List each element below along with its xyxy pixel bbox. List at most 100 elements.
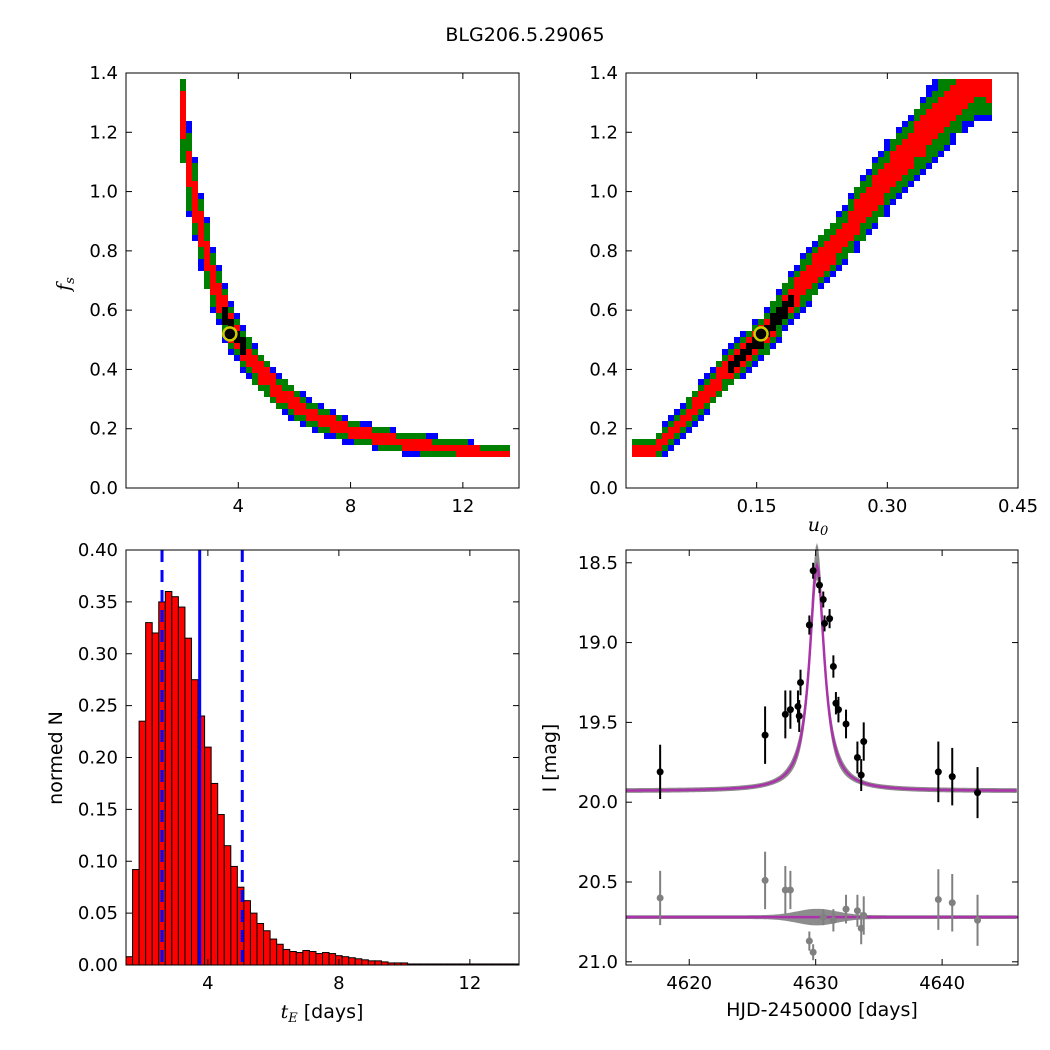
p2-cell: [848, 205, 854, 211]
p2-cell: [926, 103, 932, 109]
p1-cell: [234, 343, 240, 349]
p2-cell: [722, 355, 728, 361]
p1-cell: [252, 373, 258, 379]
p2-cell: [776, 325, 782, 331]
p1-cell: [480, 451, 486, 457]
p1-cell: [366, 439, 372, 445]
p2-cell: [818, 235, 824, 241]
p2-cell: [986, 85, 992, 91]
p1-cell: [258, 367, 264, 373]
p2-cell: [806, 283, 812, 289]
p2-cell: [962, 121, 968, 127]
p2-cell: [920, 133, 926, 139]
p1-cell: [438, 451, 444, 457]
p1-cell: [198, 193, 204, 199]
residual-point: [761, 876, 769, 884]
p2-cell: [896, 175, 902, 181]
p1-cell: [282, 409, 288, 415]
p1-cell: [264, 391, 270, 397]
p1-cell: [450, 445, 456, 451]
p2-cell: [656, 445, 662, 451]
p2-cell: [854, 223, 860, 229]
p2-cell: [686, 421, 692, 427]
data-point: [761, 731, 769, 739]
p1-cell: [216, 307, 222, 313]
p2-cell: [854, 241, 860, 247]
histogram-bar: [374, 960, 382, 966]
p2-cell: [632, 445, 638, 451]
p1-y-tick-label: 1.4: [89, 63, 118, 84]
p2-cell: [860, 193, 866, 199]
p2-cell: [854, 193, 860, 199]
p4-x-tick-label: 4630: [793, 973, 839, 994]
p1-cell: [492, 451, 498, 457]
p2-cell: [848, 247, 854, 253]
p1-cell: [360, 439, 366, 445]
p2-cell: [902, 139, 908, 145]
p2-cell: [866, 205, 872, 211]
p1-cell: [360, 433, 366, 439]
histogram-bar: [295, 952, 304, 966]
histogram-bar: [230, 865, 238, 966]
p1-cell: [210, 271, 216, 277]
p1-cell: [186, 139, 192, 145]
p2-cell: [824, 235, 830, 241]
p1-y-tick-label: 1.0: [89, 182, 118, 203]
p2-cell: [974, 109, 980, 115]
p2-cell: [866, 199, 872, 205]
p2-cell: [716, 385, 722, 391]
p2-cell: [884, 139, 890, 145]
data-point: [948, 773, 956, 781]
p2-cell: [884, 169, 890, 175]
p2-cell: [890, 199, 896, 205]
p2-cell: [818, 277, 824, 283]
p1-cell: [234, 349, 240, 355]
p1-cell: [252, 349, 258, 355]
p2-cell: [710, 367, 716, 373]
p1-cell: [186, 127, 192, 133]
p2-cell: [926, 97, 932, 103]
p2-cell: [962, 85, 968, 91]
p2-cell: [722, 373, 728, 379]
p2-cell: [752, 337, 758, 343]
p2-cell: [734, 349, 740, 355]
p2-cell: [806, 277, 812, 283]
p1-cell: [204, 235, 210, 241]
p2-cell: [824, 229, 830, 235]
p2-cell: [968, 91, 974, 97]
p2-cell: [986, 103, 992, 109]
p1-cell: [312, 421, 318, 427]
p1-cell: [276, 397, 282, 403]
p2-cell: [986, 91, 992, 97]
p2-cell: [686, 397, 692, 403]
p1-cell: [372, 445, 378, 451]
p2-cell: [740, 337, 746, 343]
histogram-bar: [204, 746, 212, 966]
p1-cell: [222, 307, 228, 313]
p1-cell: [252, 379, 258, 385]
p2-cell: [746, 343, 752, 349]
p2-cell: [950, 91, 956, 97]
p2-cell: [872, 211, 878, 217]
p2-cell: [872, 157, 878, 163]
p2-y-tick-label: 0.6: [589, 300, 618, 321]
p1-cell: [252, 355, 258, 361]
p1-cell: [216, 283, 222, 289]
p2-cell: [800, 307, 806, 313]
p2-cell: [806, 271, 812, 277]
p2-cell: [764, 307, 770, 313]
p1-cell: [192, 193, 198, 199]
p1-cell: [222, 319, 228, 325]
p1-cell: [186, 199, 192, 205]
p1-cell: [186, 181, 192, 187]
p2-cell: [956, 121, 962, 127]
p2-cell: [674, 433, 680, 439]
p2-cell: [740, 361, 746, 367]
p2-cell: [944, 145, 950, 151]
p1-cell: [204, 271, 210, 277]
p2-cell: [866, 175, 872, 181]
p2-cell: [950, 139, 956, 145]
p2-cell: [830, 247, 836, 253]
p1-cell: [186, 133, 192, 139]
p4-x-tick-label: 4640: [919, 973, 965, 994]
